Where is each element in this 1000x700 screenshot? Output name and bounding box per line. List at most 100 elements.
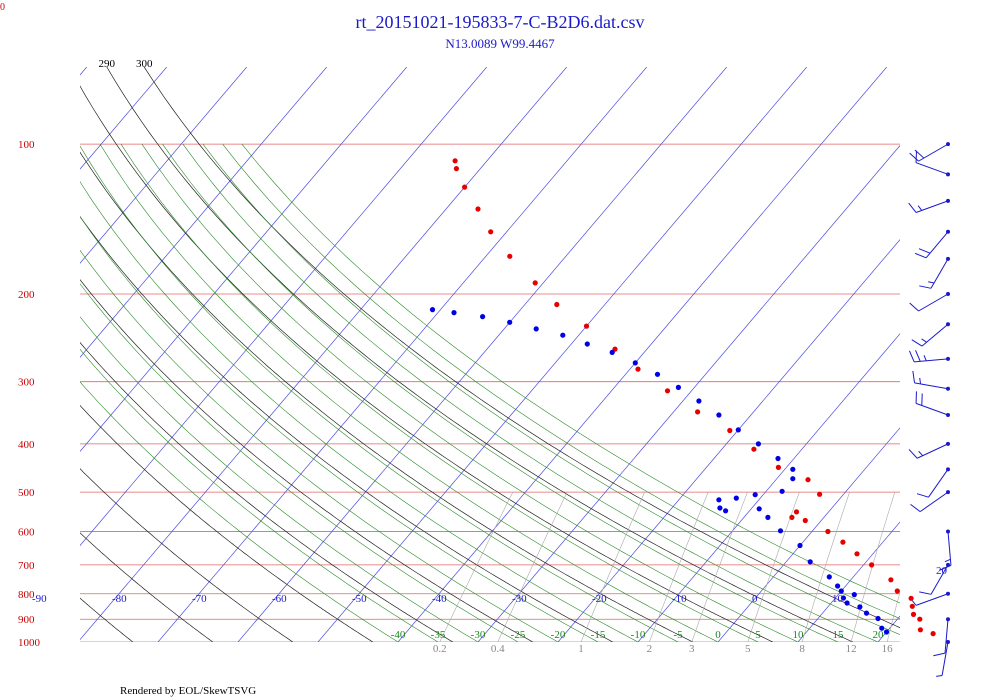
wind-barb-4 [919,256,950,289]
dewpoint-point-10 [675,384,682,390]
mixing-ratio-label-12: 12 [846,643,857,655]
temperature-point-22 [507,253,513,259]
dewpoint-point-34 [844,600,850,606]
wind-barb-flag-4-0 [919,285,932,289]
wind-barb-staff-15 [915,593,949,606]
temperature-point-47 [917,616,923,622]
temperature-point-38 [825,528,831,535]
wind-barb-7 [908,350,950,363]
wind-barb-16 [933,617,950,657]
temperature-point-41 [869,562,875,568]
moist-adiabat--15 [80,215,599,642]
dewpoint-point-8 [632,360,638,366]
temperature-point-36 [789,514,795,521]
mixing-ratio-line-0.2 [439,491,514,642]
profile-layer [429,158,936,637]
tick-label-layer: 1002003004005006007008009001000290300-10… [18,58,948,655]
dewpoint-point-9 [654,371,661,377]
dry-adiabat-290 [106,67,853,642]
mixing-ratio-label-8: 8 [799,643,805,655]
mixing-ratio-label-2: 2 [647,643,653,655]
isotherm-label-20: 20 [936,565,948,577]
temperature-point-42 [888,577,894,583]
dewpoint-point-16 [790,466,796,472]
dewpoint-point-5 [560,332,566,338]
mixing-ratio-label-3: 3 [689,643,695,655]
dewpoint-point-29 [826,574,832,580]
dewpoint-point-15 [775,455,781,462]
isotherm--150 [0,67,7,642]
chart-subtitle: N13.0089 W99.4467 [445,36,555,51]
wind-barb-flag-10-1 [918,450,924,456]
dewpoint-point-33 [840,595,847,601]
temperature-point-27 [635,366,641,372]
wind-barb-flag-16-0 [933,652,946,657]
wind-barb-flag-7-2 [923,355,927,361]
dry-adiabat-210 [80,532,214,642]
wind-barb-staff-17 [941,641,949,676]
dewpoint-point-12 [716,412,722,418]
mixing-ratio-line-2 [649,491,709,642]
isotherm--50 [317,67,808,642]
pressure-tick-300: 300 [18,377,35,389]
temperature-point-32 [775,464,782,470]
moist-adiabat-label-5: 5 [755,629,761,641]
dry-adiabat-250 [80,279,533,642]
wind-barb-staff-6 [921,323,949,347]
moist-adiabat-15 [162,143,839,642]
theta-tick-290: 290 [99,58,116,70]
isotherm-label-0: 0 [752,593,758,605]
dewpoint-point-22 [717,505,723,511]
dewpoint-point-1 [451,310,457,316]
dewpoint-point-2 [480,314,486,320]
wind-barb-flag-12-0 [910,504,921,513]
wind-barb-flag-4-1 [928,281,935,284]
isotherm-20 [877,615,900,642]
moist-adiabat-10 [141,143,799,642]
moist-adiabat--35 [80,348,439,642]
moist-adiabat-label-10: 10 [793,629,805,641]
dewpoint-point-13 [735,427,741,433]
dry-adiabat-280 [80,85,773,642]
wind-barb-9 [915,391,950,418]
mixing-ratio-label-0.4: 0.4 [491,643,505,655]
wind-barb-flag-5-0 [909,302,919,312]
pressure-tick-600: 600 [18,527,35,539]
isotherm-label--50: -50 [352,593,367,605]
grid-layer [0,67,900,642]
wind-barb-staff-9 [915,402,949,416]
wind-barb-flag-7-0 [908,350,915,363]
wind-barb-staff-1 [915,162,949,175]
dewpoint-point-6 [584,341,590,347]
moist-adiabat-label-15: 15 [833,629,845,641]
moist-adiabat-label--25: -25 [511,629,526,641]
dry-adiabat-200 [80,597,134,642]
moist-adiabat-label--20: -20 [551,629,566,641]
dewpoint-point-35 [857,604,863,610]
isotherm--110 [80,67,328,358]
wind-barb-15 [911,591,950,606]
moist-adiabat-label--15: -15 [591,629,606,641]
temperature-point-48 [917,627,924,633]
pressure-tick-500: 500 [18,487,35,499]
dewpoint-point-28 [807,559,813,565]
wind-barb-staff-11 [928,469,949,498]
dewpoint-point-19 [752,492,758,498]
temperature-point-23 [532,280,538,286]
wind-barb-flag-0-0 [909,152,919,162]
isotherm-10 [797,521,900,642]
temperature-point-28 [664,388,671,394]
mixing-ratio-line-3 [691,491,748,642]
isotherm--40 [397,67,888,642]
dewpoint-point-30 [835,583,841,589]
wind-barb-staff-4 [930,258,949,289]
series-temperature [452,158,936,637]
wind-barb-flag-2-1 [917,205,923,211]
credit-text: Rendered by EOL/SkewTSVG [120,685,256,697]
mixing-ratio-line-8 [801,492,850,642]
dewpoint-point-20 [733,495,739,501]
isotherm--90 [80,67,488,547]
wind-barb-flag-6-1 [921,338,927,343]
moist-adiabat-label--10: -10 [631,629,646,641]
wind-barb-2 [908,198,950,213]
